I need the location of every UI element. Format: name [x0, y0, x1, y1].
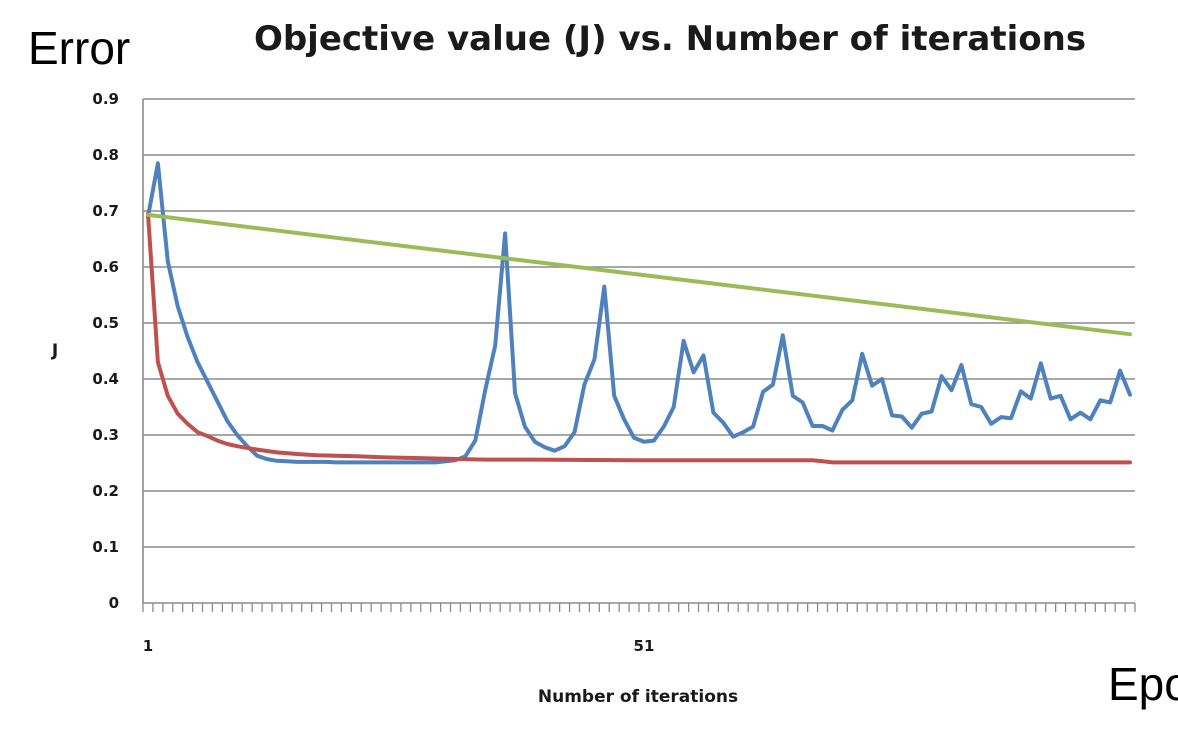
y-tick-label: 0.1	[92, 538, 119, 556]
y-tick-label: 0.5	[92, 314, 119, 332]
y-tick-label: 0.9	[92, 90, 119, 108]
y-tick-label: 0.8	[92, 146, 119, 164]
y-tick-label: 0.7	[92, 202, 119, 220]
y-tick-label: 0	[109, 594, 119, 612]
y-tick-label: 0.4	[92, 370, 119, 388]
y-axis-title: J	[51, 341, 58, 361]
y-tick-label: 0.3	[92, 426, 119, 444]
series-line-1	[146, 161, 1132, 465]
y-tick-label: 0.6	[92, 258, 119, 276]
epoch-label: Epo	[1108, 658, 1178, 710]
x-axis-title: Number of iterations	[538, 687, 738, 707]
series-line-3	[146, 212, 1132, 337]
x-axis: 1 51	[142, 99, 1136, 655]
error-label: Error	[28, 22, 130, 74]
series-line-2	[146, 211, 1132, 465]
x-tick-label: 51	[634, 637, 655, 655]
series-lines	[146, 161, 1132, 465]
y-tick-labels: 0 0.1 0.2 0.3 0.4 0.5 0.6 0.7 0.8 0.9	[92, 90, 119, 612]
gridlines	[143, 98, 1135, 548]
y-tick-label: 0.2	[92, 482, 119, 500]
x-tick-label: 1	[143, 637, 153, 655]
chart-title: Objective value (J) vs. Number of iterat…	[254, 19, 1086, 59]
